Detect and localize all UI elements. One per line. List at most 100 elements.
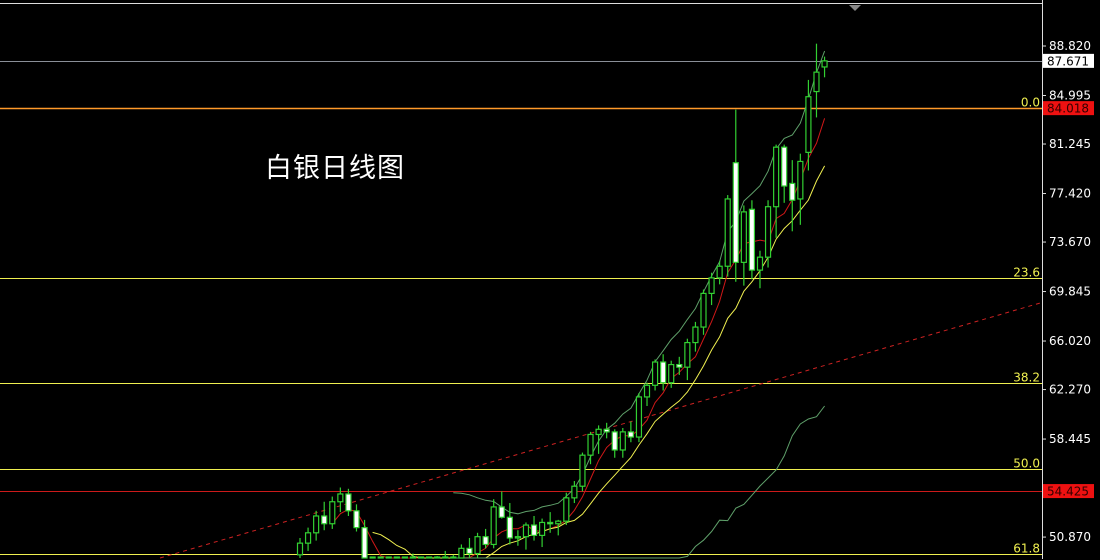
candle-body-up [773,146,780,208]
candle [393,556,400,559]
candle [643,382,651,406]
bollinger-lower-line [453,405,825,559]
price-axis-label: 69.845 [1049,285,1091,299]
candle-body-up [514,536,521,539]
candle-body-up [579,454,586,487]
candle-body-down [361,527,368,559]
ma-10-line [372,165,826,559]
candle [442,550,449,559]
candle [635,393,643,443]
candle-body-up [668,363,675,384]
price-axis-label: 73.670 [1049,235,1091,249]
candle [458,544,465,559]
candle [627,421,634,443]
ma-5-line [331,118,826,559]
candle [321,501,328,531]
candle-body-up [764,206,772,258]
candle [474,532,481,558]
candle [555,519,562,536]
candle [603,422,610,439]
candle-body-down [385,556,392,559]
candle [668,360,675,388]
candle [587,431,594,465]
candle-body-up [458,547,465,559]
candle-body-up [369,556,376,559]
candle [466,537,473,558]
candle [619,427,626,458]
candle [740,205,747,286]
candle [773,144,780,238]
candle-body-up [700,292,707,328]
candle [764,200,772,268]
candle-body-up [805,96,812,153]
candle [708,272,715,306]
candle [732,109,739,282]
candle-body-down [748,208,756,271]
candle [676,356,683,375]
indicators [331,50,826,559]
candle [595,425,602,454]
candle [724,195,731,277]
candle-body-down [482,536,489,546]
candle-body-up [337,493,344,503]
candle-body-up [821,60,828,68]
candle-body-down [603,428,610,433]
price-axis-label: 88.820 [1049,39,1091,53]
price-axis-label: 58.445 [1049,432,1091,446]
candle [579,452,586,492]
candle [660,354,667,391]
fib-level-label: 38.2 [1013,371,1040,385]
candle-body-up [434,556,441,559]
candle-body-up [563,497,570,522]
candle-body-up [756,256,764,271]
price-tags: 87.671 84.018 54.425 [1043,53,1094,499]
candle [345,488,352,516]
candle [684,338,691,381]
candle [781,144,788,203]
candle-body-up [684,341,691,368]
candle [716,261,723,285]
candle-body-up [797,160,804,200]
horizontal-lines [0,61,1042,492]
candle-body-up [426,556,433,559]
candle [353,504,360,532]
candle [797,153,804,225]
candle-body-up [329,501,336,525]
price-axis-label: 50.870 [1049,530,1091,544]
candle-body-down [506,516,513,539]
candle-body-down [781,146,788,187]
candle [700,289,707,335]
candle [821,56,828,78]
candle-body-up [490,506,497,546]
candle-body-up [587,433,594,456]
candle-body-up [304,532,312,544]
candle-body-up [813,71,820,93]
candle-body-up [740,211,747,263]
chart-shift-marker-icon[interactable] [849,5,861,11]
candle-body-up [724,198,731,267]
candle [522,522,530,550]
price-axis: 88.820 84.995 81.245 77.420 73.670 69.845 66.0… [1042,39,1091,544]
candle [434,556,441,559]
candle [506,503,513,545]
candle-body-up [313,515,320,534]
candle [369,556,376,559]
candle [450,554,457,559]
candle [789,160,796,232]
candle-body-up [522,524,530,538]
price-tag-background [1043,53,1094,68]
fib-level-label: 23.6 [1013,266,1040,280]
candle [337,487,344,513]
candle [377,556,384,559]
candle-body-down [353,510,360,529]
fib-level-label: 50.0 [1013,457,1040,471]
candle [571,481,578,504]
candle [426,556,433,559]
candle-body-down [660,361,667,384]
candle [385,556,392,559]
fib-level-label: 0.0 [1021,96,1040,110]
price-axis-label: 81.245 [1049,137,1091,151]
candle [651,359,659,391]
